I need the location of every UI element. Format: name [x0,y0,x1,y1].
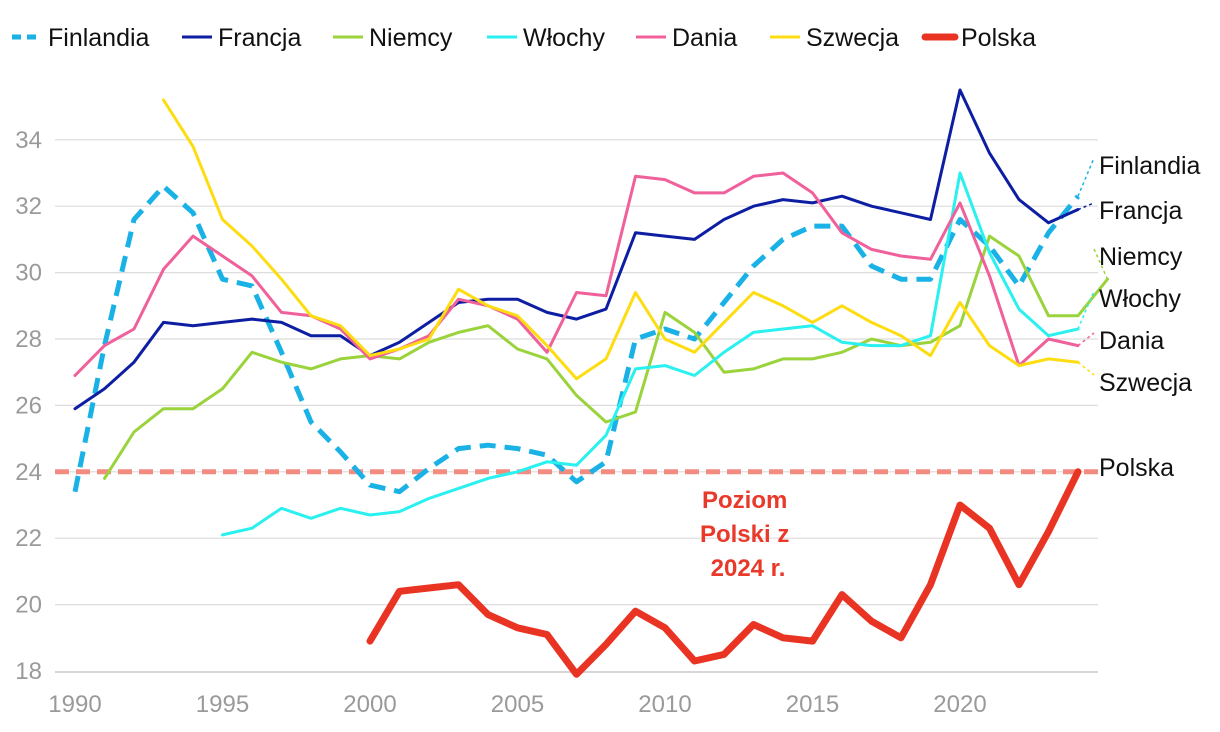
connector-francja [1077,202,1095,211]
y-tick-label: 22 [15,525,42,552]
annotation-line-2: Polski z [700,521,789,548]
end-labels: Finlandia Francja Niemcy Włochy Dania Szwecja… [1099,152,1201,482]
y-tick-label: 20 [15,592,42,619]
connector-szwecja [1077,361,1095,376]
reference-annotation: Poziom Polski z 2024 r. [700,487,796,582]
end-label-francja: Francja [1099,197,1182,225]
y-tick-label: 28 [15,326,42,353]
y-tick-label: 34 [15,127,42,154]
series-group [72,88,1109,678]
legend: Finlandia Francja Niemcy Włochy Dania Szwecja… [12,24,1036,52]
x-axis-ticks: 1990 1995 2000 2005 2010 2015 2020 [48,691,986,718]
gridlines [55,139,1098,606]
legend-label-finlandia: Finlandia [48,24,150,52]
end-label-finlandia: Finlandia [1099,152,1201,180]
x-tick-label: 2000 [343,691,396,718]
y-tick-label: 18 [15,658,42,685]
end-label-niemcy: Niemcy [1099,243,1183,271]
x-tick-label: 2020 [933,691,986,718]
series-line-finlandia [72,183,1080,495]
legend-label-niemcy: Niemcy [369,24,453,52]
series-line-dania [73,171,1080,377]
connector-włochy [1077,290,1095,330]
x-tick-label: 1995 [196,691,249,718]
annotation-line-1: Poziom [702,487,787,514]
x-tick-label: 2010 [638,691,691,718]
legend-label-dania: Dania [672,24,737,52]
series-line-francja [73,88,1080,411]
y-tick-label: 30 [15,260,42,287]
y-axis-ticks: 18 20 22 24 26 28 30 32 34 [15,127,42,685]
legend-label-polska: Polska [961,24,1036,52]
end-label-connectors [1077,157,1109,376]
series-line-włochy [221,171,1080,537]
x-tick-label: 1990 [48,691,101,718]
series-line-szwecja [162,98,1080,381]
y-tick-label: 32 [15,193,42,220]
series-line-polska [366,468,1082,678]
y-tick-label: 24 [15,459,42,486]
end-label-włochy: Włochy [1099,285,1181,313]
legend-label-szwecja: Szwecja [806,24,899,52]
y-tick-label: 26 [15,392,42,419]
x-tick-label: 2005 [491,691,544,718]
end-label-szwecja: Szwecja [1099,369,1192,397]
end-label-polska: Polska [1099,454,1174,482]
annotation-line-3: 2024 r. [711,555,786,582]
x-tick-label: 2015 [786,691,839,718]
connector-finlandia [1077,157,1095,197]
legend-label-francja: Francja [218,24,301,52]
legend-label-włochy: Włochy [523,24,605,52]
end-label-dania: Dania [1099,327,1164,355]
